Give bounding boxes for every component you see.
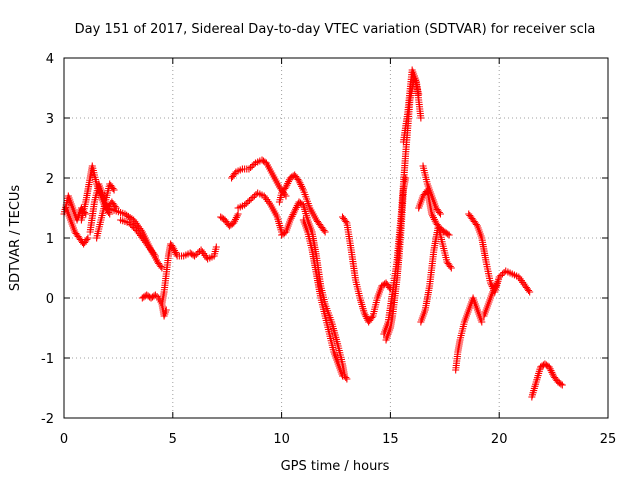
data-point bbox=[250, 192, 258, 200]
data-point bbox=[157, 263, 165, 270]
data-point bbox=[248, 162, 256, 170]
data-point bbox=[245, 165, 253, 173]
axis-ticks: 0 5 10 15 20 25 -2 -1 0 1 2 3 4 bbox=[41, 52, 616, 447]
x-tick-label: 5 bbox=[169, 432, 177, 447]
y-tick-label: 2 bbox=[46, 172, 54, 187]
y-axis-label: SDTVAR / TECUs bbox=[8, 185, 23, 292]
data-point bbox=[192, 251, 200, 258]
data-point bbox=[247, 164, 255, 171]
x-tick-label: 25 bbox=[600, 432, 617, 447]
data-point bbox=[131, 225, 139, 233]
data-point bbox=[495, 273, 503, 281]
data-point bbox=[191, 252, 199, 260]
data-point bbox=[525, 287, 533, 294]
data-point bbox=[151, 291, 159, 299]
data-point bbox=[212, 243, 220, 251]
data-points bbox=[60, 66, 566, 401]
data-point bbox=[447, 264, 455, 272]
y-tick-label: -2 bbox=[41, 412, 54, 427]
x-tick-label: 20 bbox=[491, 432, 508, 447]
data-point bbox=[250, 161, 258, 168]
data-point bbox=[244, 198, 252, 206]
data-point bbox=[105, 209, 113, 216]
y-tick-label: -1 bbox=[41, 352, 54, 367]
data-point bbox=[128, 215, 136, 223]
data-point bbox=[498, 270, 506, 278]
data-point bbox=[339, 372, 347, 380]
data-point bbox=[478, 318, 486, 326]
data-point bbox=[342, 374, 350, 381]
y-tick-label: 3 bbox=[46, 112, 54, 127]
chart-title: Day 151 of 2017, Sidereal Day-to-day VTE… bbox=[75, 22, 596, 37]
data-point bbox=[151, 252, 159, 260]
x-axis-label: GPS time / hours bbox=[281, 459, 390, 474]
data-point bbox=[249, 194, 257, 201]
data-point bbox=[446, 263, 454, 270]
y-tick-label: 4 bbox=[46, 52, 54, 67]
data-point bbox=[320, 227, 328, 234]
data-point bbox=[445, 231, 453, 239]
data-point bbox=[84, 234, 92, 242]
data-point bbox=[242, 200, 250, 207]
data-point bbox=[162, 306, 170, 314]
data-point bbox=[526, 288, 534, 296]
data-point bbox=[343, 375, 351, 383]
data-point bbox=[417, 114, 425, 122]
data-point bbox=[444, 230, 452, 238]
data-point bbox=[282, 192, 290, 200]
x-tick-label: 10 bbox=[273, 432, 290, 447]
data-point bbox=[130, 224, 138, 231]
x-tick-label: 0 bbox=[60, 432, 68, 447]
data-point bbox=[83, 236, 91, 243]
data-point bbox=[127, 221, 135, 228]
data-point bbox=[111, 203, 119, 210]
x-tick-label: 15 bbox=[382, 432, 399, 447]
data-point bbox=[194, 249, 202, 257]
data-point bbox=[342, 218, 350, 225]
data-point bbox=[493, 279, 501, 287]
data-point bbox=[368, 314, 376, 321]
y-tick-label: 1 bbox=[46, 232, 54, 247]
data-point bbox=[125, 219, 133, 227]
data-point bbox=[110, 186, 118, 194]
data-point bbox=[247, 195, 255, 203]
data-point bbox=[128, 222, 136, 230]
data-point bbox=[109, 185, 117, 192]
y-tick-label: 0 bbox=[46, 292, 54, 307]
data-point bbox=[436, 210, 444, 218]
data-point bbox=[558, 381, 566, 389]
data-point bbox=[234, 210, 242, 218]
data-point bbox=[241, 201, 249, 209]
data-point bbox=[150, 250, 158, 258]
data-point bbox=[435, 209, 443, 216]
data-point bbox=[557, 380, 565, 388]
data-point bbox=[246, 197, 254, 204]
data-point bbox=[497, 272, 505, 279]
data-point bbox=[321, 228, 329, 236]
plot-frame bbox=[63, 57, 609, 419]
data-point bbox=[158, 264, 166, 272]
